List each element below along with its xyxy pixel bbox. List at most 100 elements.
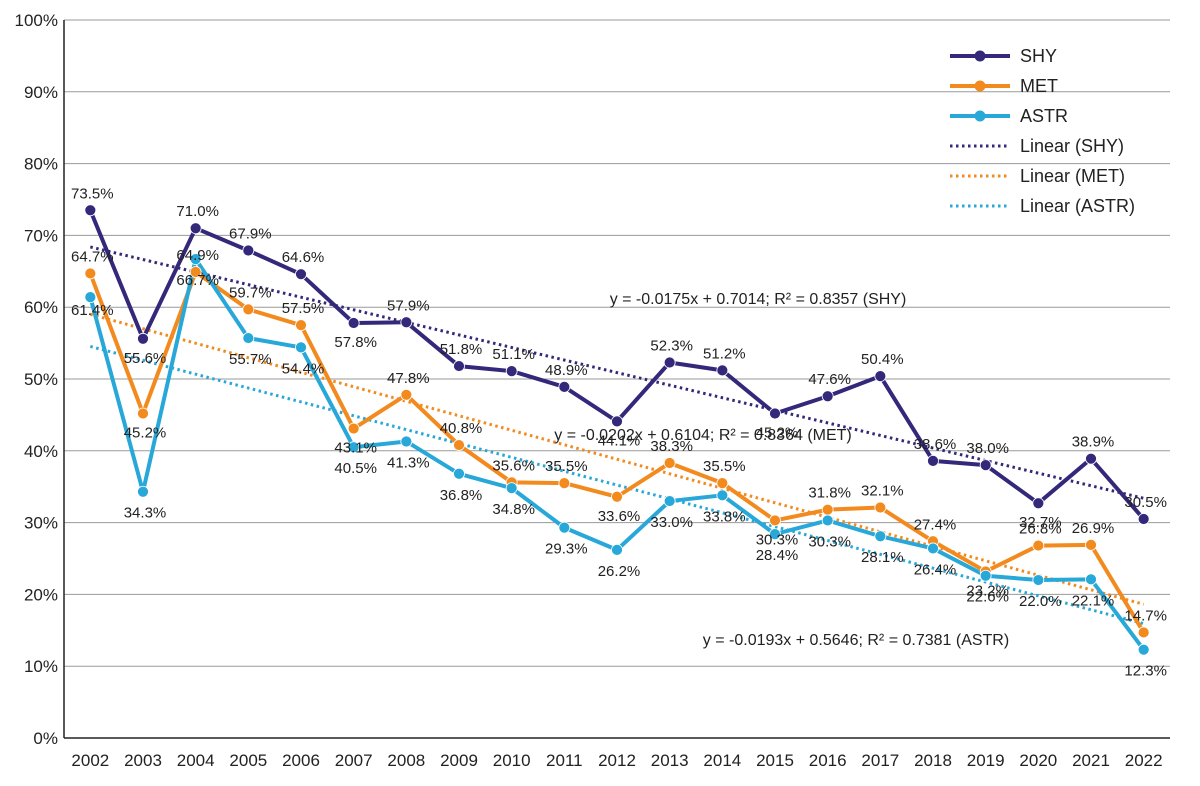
data-point-astr [505,482,518,495]
data-point-shy [189,222,202,235]
data-label-astr: 30.3% [808,533,851,550]
data-label-met: 26.9% [1072,520,1115,537]
x-tick-label: 2019 [967,751,1005,770]
x-tick-label: 2018 [914,751,952,770]
data-label-shy: 45.2% [756,424,799,441]
data-point-met [137,407,149,420]
data-point-astr [1032,574,1045,586]
data-point-astr [874,530,887,543]
data-point-astr [558,521,571,534]
data-point-astr [295,341,307,354]
y-tick-label: 100% [15,11,58,30]
data-label-astr: 26.4% [914,561,957,578]
y-axis-ticks: 0% 10% 20% 30% 40% 50% 60% 70% 80% 90% 100% [15,11,58,748]
data-label-astr: 29.3% [545,541,588,558]
data-point-astr [347,441,360,454]
data-point-met [242,303,255,316]
data-label-met: 35.5% [703,458,746,475]
data-label-shy: 38.6% [914,436,957,453]
trend-equation: y = -0.0202x + 0.6104; R² = 0.8364 (MET) [554,427,852,444]
data-label-met: 47.8% [387,370,430,387]
trendline-linear-shy- [89,245,1145,500]
data-point-met [400,388,413,401]
data-point-astr [242,332,255,344]
data-point-shy [400,316,413,329]
x-tick-label: 2010 [493,751,531,770]
data-point-shy [453,360,465,372]
x-tick-label: 2022 [1125,751,1163,770]
data-label-shy: 55.6% [124,350,167,367]
data-label-met: 38.3% [650,438,693,455]
data-label-astr: 55.7% [229,351,272,368]
data-label-met: 31.8% [808,485,851,502]
data-label-astr: 34.3% [124,505,167,522]
data-point-shy [716,364,729,377]
x-tick-label: 2012 [598,751,636,770]
data-label-met: 26.8% [1019,521,1062,538]
trendline-linear-astr- [89,345,1145,626]
data-label-met: 64.9% [176,247,219,264]
data-label-shy: 57.8% [334,334,377,351]
data-label-astr: 26.2% [598,563,641,580]
data-point-shy [505,365,518,378]
data-label-astr: 12.3% [1124,663,1167,680]
x-tick-label: 2002 [71,751,109,770]
legend-label: Linear (ASTR) [1020,196,1135,216]
data-label-met: 33.6% [598,508,641,525]
data-point-shy [242,244,255,257]
data-label-astr: 33.0% [650,514,693,531]
trendline-linear-met- [89,312,1145,606]
legend-label: MET [1020,76,1058,96]
data-label-shy: 50.4% [861,351,904,368]
y-tick-label: 40% [24,442,58,461]
data-point-met [663,457,676,469]
x-tick-label: 2004 [177,751,215,770]
data-label-met: 30.3% [756,531,799,548]
data-label-met: 40.8% [440,420,483,437]
data-point-shy [1032,497,1045,510]
data-point-astr [663,495,676,507]
y-tick-label: 0% [33,729,58,748]
y-tick-label: 80% [24,155,58,174]
data-point-astr [137,485,149,498]
data-label-shy: 71.0% [176,203,219,220]
data-point-met [874,501,887,514]
data-point-astr [84,291,97,304]
data-point-shy [295,268,307,281]
data-point-met [558,477,571,490]
x-tick-label: 2017 [861,751,899,770]
data-label-shy: 57.9% [387,297,430,314]
y-tick-label: 20% [24,585,58,604]
data-point-met [716,477,729,490]
series-points [84,204,1150,656]
data-label-shy: 47.6% [808,371,851,388]
data-point-met [1137,626,1150,639]
x-tick-label: 2009 [440,751,478,770]
legend-marker [974,110,986,122]
data-label-met: 59.7% [229,284,272,301]
data-point-astr [1085,573,1097,586]
data-point-astr [821,514,834,527]
data-label-shy: 32.7% [1019,514,1062,531]
x-tick-label: 2003 [124,751,162,770]
x-tick-label: 2007 [335,751,373,770]
data-point-astr [611,543,623,556]
y-tick-label: 10% [24,657,58,676]
data-label-astr: 22.1% [1072,592,1115,609]
x-tick-label: 2011 [546,751,583,770]
data-label-astr: 33.8% [703,508,746,525]
data-label-astr: 22.0% [1019,593,1062,610]
data-point-shy [874,370,887,383]
data-point-astr [1137,643,1150,656]
data-point-shy [979,459,992,472]
data-label-shy: 51.8% [440,341,483,358]
data-point-met [1032,539,1045,552]
data-point-shy [1137,513,1150,525]
data-label-astr: 36.8% [440,487,483,504]
data-label-astr: 28.4% [756,547,799,564]
data-label-shy: 38.0% [966,440,1009,457]
y-tick-label: 50% [24,370,58,389]
data-label-met: 14.7% [1124,607,1167,624]
data-point-shy [663,356,676,369]
data-label-astr: 22.6% [966,589,1009,606]
